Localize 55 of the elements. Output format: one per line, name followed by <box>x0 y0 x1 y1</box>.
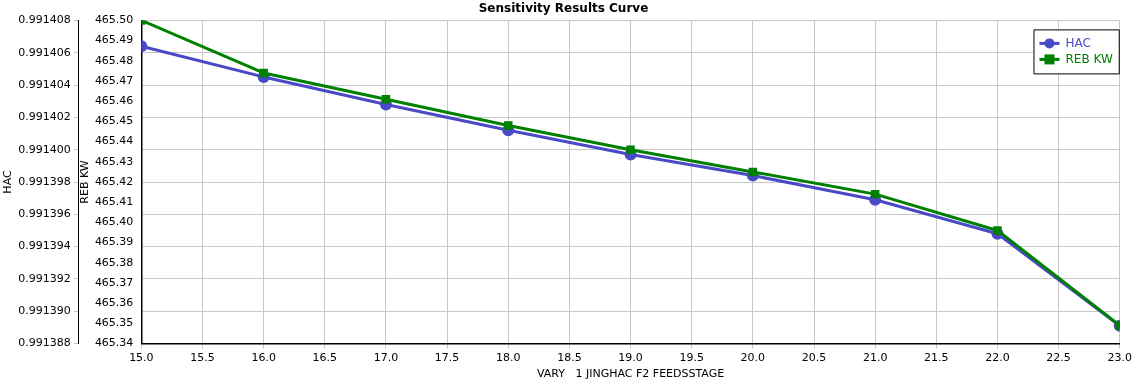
x-tick-label: 16.5 <box>312 351 338 365</box>
point <box>626 145 635 154</box>
y-tick-label: 0.991406 <box>18 45 71 59</box>
y2-tick-label: 465.41 <box>94 195 134 209</box>
y2-tick-label: 465.42 <box>94 174 134 188</box>
x-tick-label: 15.0 <box>129 351 154 365</box>
y-tick-label: 0.991388 <box>18 336 71 350</box>
x-tick-label: 19.0 <box>618 351 643 365</box>
legend-label: HAC <box>1065 35 1091 50</box>
point <box>504 121 513 130</box>
x-tick-label: 21.5 <box>924 351 949 365</box>
chart-title: Sensitivity Results Curve <box>478 1 649 16</box>
point <box>993 226 1002 235</box>
y2-tick-label: 465.37 <box>94 275 134 289</box>
legend-label: REB KW <box>1065 51 1113 66</box>
y-tick-label: 0.991400 <box>18 142 71 156</box>
y-tick-label: 0.991396 <box>18 207 71 221</box>
y-tick-label: 0.991392 <box>18 271 71 285</box>
y2-tick-label: 465.39 <box>94 235 134 249</box>
x-tick-label: 22.0 <box>985 351 1010 365</box>
y-tick-label: 0.991408 <box>18 13 71 27</box>
x-tick-label: 21.0 <box>862 351 888 365</box>
y2-tick-label: 465.46 <box>94 94 134 108</box>
y2-tick-label: 465.47 <box>94 73 134 87</box>
y-tick-label: 0.991398 <box>18 174 71 188</box>
x-tick-label: 20.5 <box>801 351 827 365</box>
y2-tick-label: 465.49 <box>94 33 134 47</box>
x-tick-label: 16.0 <box>251 351 276 365</box>
y-tick-label: 0.991402 <box>18 110 71 124</box>
x-tick-label: 23.0 <box>1107 351 1132 365</box>
y2-tick-label: 465.36 <box>94 296 134 310</box>
x-tick-label: 17.0 <box>373 351 399 365</box>
y2-tick-label: 465.35 <box>94 316 134 330</box>
y2-tick-label: 465.34 <box>94 336 134 350</box>
x-tick-label: 18.0 <box>496 351 521 365</box>
y2-tick-label: 465.50 <box>94 13 134 27</box>
x-tick-label: 20.0 <box>740 351 766 365</box>
y-axis-title: HAC <box>1 170 15 194</box>
x-tick-label: 18.5 <box>557 351 582 365</box>
x-axis-title: VARY 1 JINGHAC F2 FEEDSSTAGE <box>536 367 725 381</box>
y-tick-label: 0.991390 <box>18 304 71 318</box>
x-tick-label: 19.5 <box>679 351 704 365</box>
x-tick-label: 17.5 <box>434 351 460 365</box>
y2-tick-label: 465.44 <box>94 134 134 148</box>
y2-tick-label: 465.43 <box>94 154 134 168</box>
x-tick-label: 22.5 <box>1046 351 1071 365</box>
y2-tick-label: 465.38 <box>94 255 134 269</box>
y2-tick-label: 465.40 <box>94 215 134 229</box>
y-tick-label: 0.991404 <box>18 77 71 91</box>
y2-axis-title: REB KW <box>78 160 92 204</box>
y-tick-label: 0.991394 <box>18 239 71 253</box>
point <box>259 68 268 78</box>
y2-tick-label: 465.45 <box>94 114 134 128</box>
y2-tick-label: 465.48 <box>94 53 134 67</box>
x-tick-label: 15.5 <box>190 351 215 365</box>
